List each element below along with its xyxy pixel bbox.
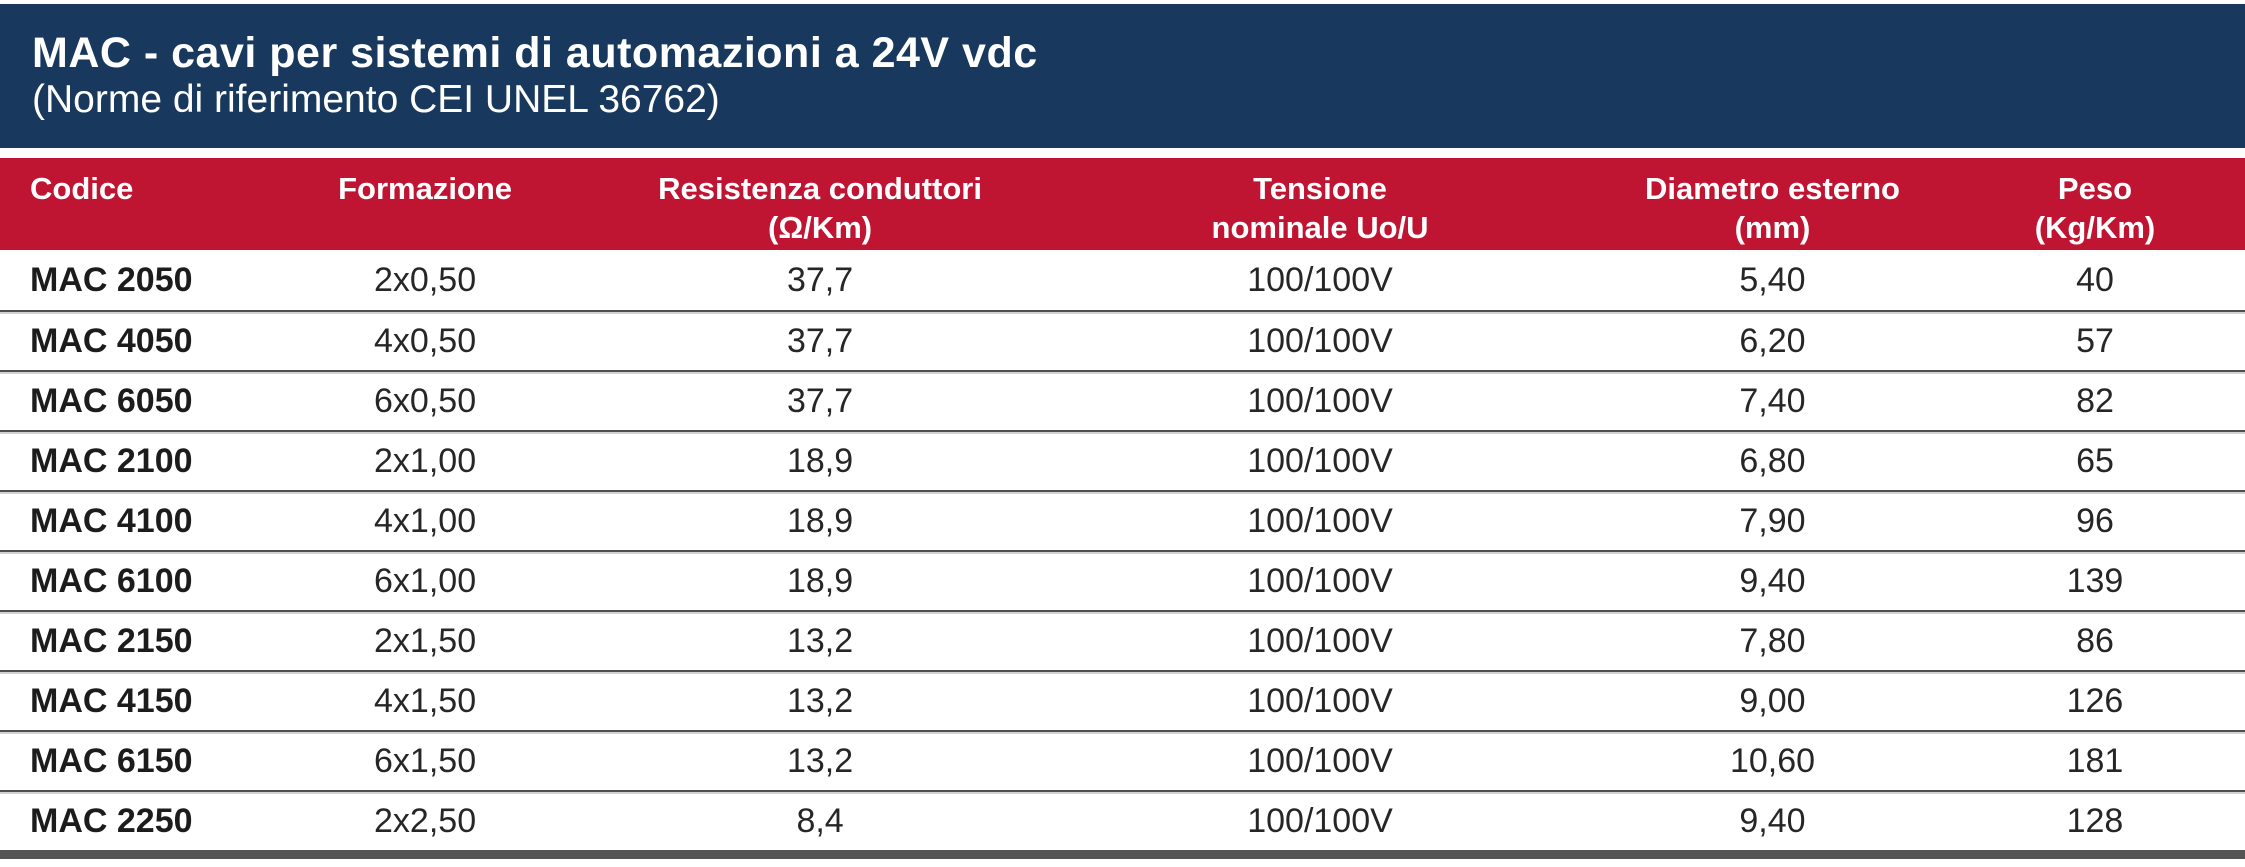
cell-resistenza: 13,2 [786,741,854,780]
cell-resistenza: 37,7 [786,381,854,420]
cell-codice: MAC 2050 [30,260,193,299]
cell-peso: 128 [2066,801,2124,840]
cell-codice: MAC 6100 [30,561,193,600]
cell-peso: 86 [2076,621,2114,660]
column-header-formazione: Formazione [338,171,513,206]
cell-tensione: 100/100V [1247,260,1393,299]
cell-diametro: 6,20 [1739,321,1806,360]
cell-formazione: 6x0,50 [374,381,477,420]
cell-resistenza: 8,4 [796,801,844,840]
page-title: MAC - cavi per sistemi di automazioni a … [32,28,1038,77]
table-row: MAC 6050 6x0,50 37,7 100/100V 7,40 82 [0,370,2245,430]
cell-resistenza: 13,2 [786,681,854,720]
cell-diametro: 6,80 [1739,441,1806,480]
cell-diametro: 9,40 [1739,561,1806,600]
cell-resistenza: 37,7 [786,260,854,299]
cell-tensione: 100/100V [1247,801,1393,840]
cell-formazione: 4x0,50 [374,321,477,360]
page-subtitle: (Norme di riferimento CEI UNEL 36762) [32,78,720,122]
cell-formazione: 4x1,00 [374,501,477,540]
cell-diametro: 9,40 [1739,801,1806,840]
table-row: MAC 6150 6x1,50 13,2 100/100V 10,60 181 [0,730,2245,790]
column-header-resistenza: Resistenza conduttori (Ω/Km) [658,171,982,245]
table-row: MAC 4050 4x0,50 37,7 100/100V 6,20 57 [0,310,2245,370]
bottom-border-bar [0,850,2245,859]
cell-formazione: 2x1,00 [374,441,477,480]
cell-formazione: 2x1,50 [374,621,477,660]
cell-codice: MAC 2150 [30,621,193,660]
title-banner: MAC - cavi per sistemi di automazioni a … [0,4,2245,148]
cell-diametro: 9,00 [1739,681,1806,720]
cell-tensione: 100/100V [1247,741,1393,780]
cell-peso: 40 [2076,260,2114,299]
cell-codice: MAC 6150 [30,741,193,780]
table-row: MAC 6100 6x1,00 18,9 100/100V 9,40 139 [0,550,2245,610]
cell-diametro: 7,80 [1739,621,1806,660]
table-row: MAC 4150 4x1,50 13,2 100/100V 9,00 126 [0,670,2245,730]
cell-resistenza: 13,2 [786,621,854,660]
column-header-codice: Codice [30,171,134,206]
cell-tensione: 100/100V [1247,501,1393,540]
cell-diametro: 7,90 [1739,501,1806,540]
cell-peso: 96 [2076,501,2114,540]
cell-diametro: 5,40 [1739,260,1806,299]
cell-tensione: 100/100V [1247,681,1393,720]
cell-codice: MAC 6050 [30,381,193,420]
cell-resistenza: 37,7 [786,321,854,360]
cell-formazione: 6x1,00 [374,561,477,600]
cell-diametro: 7,40 [1739,381,1806,420]
cell-formazione: 2x2,50 [374,801,477,840]
cell-peso: 65 [2076,441,2114,480]
table-row: MAC 2100 2x1,00 18,9 100/100V 6,80 65 [0,430,2245,490]
cell-tensione: 100/100V [1247,381,1393,420]
cell-tensione: 100/100V [1247,441,1393,480]
table-body: MAC 2050 2x0,50 37,7 100/100V 5,40 40 MA… [0,250,2245,850]
cell-tensione: 100/100V [1247,321,1393,360]
cell-codice: MAC 2250 [30,801,193,840]
table-header-row: Codice Formazione Resistenza conduttori … [0,158,2245,250]
column-header-tensione: Tensione nominale Uo/U [1211,171,1429,245]
cell-codice: MAC 4100 [30,501,193,540]
cell-resistenza: 18,9 [786,561,854,600]
cell-diametro: 10,60 [1729,741,1816,780]
cell-peso: 139 [2066,561,2124,600]
cell-peso: 82 [2076,381,2114,420]
column-header-diametro: Diametro esterno (mm) [1645,171,1900,245]
table-row: MAC 2050 2x0,50 37,7 100/100V 5,40 40 [0,250,2245,310]
cell-formazione: 6x1,50 [374,741,477,780]
table-row: MAC 4100 4x1,00 18,9 100/100V 7,90 96 [0,490,2245,550]
table-row: MAC 2250 2x2,50 8,4 100/100V 9,40 128 [0,790,2245,850]
table-row: MAC 2150 2x1,50 13,2 100/100V 7,80 86 [0,610,2245,670]
cell-codice: MAC 2100 [30,441,193,480]
cell-resistenza: 18,9 [786,501,854,540]
column-header-peso: Peso (Kg/Km) [2034,171,2156,245]
cell-formazione: 4x1,50 [374,681,477,720]
cell-peso: 126 [2066,681,2124,720]
cell-tensione: 100/100V [1247,621,1393,660]
cell-resistenza: 18,9 [786,441,854,480]
cell-formazione: 2x0,50 [374,260,477,299]
cell-codice: MAC 4050 [30,321,193,360]
cell-tensione: 100/100V [1247,561,1393,600]
cell-codice: MAC 4150 [30,681,193,720]
cell-peso: 57 [2076,321,2114,360]
cell-peso: 181 [2066,741,2124,780]
